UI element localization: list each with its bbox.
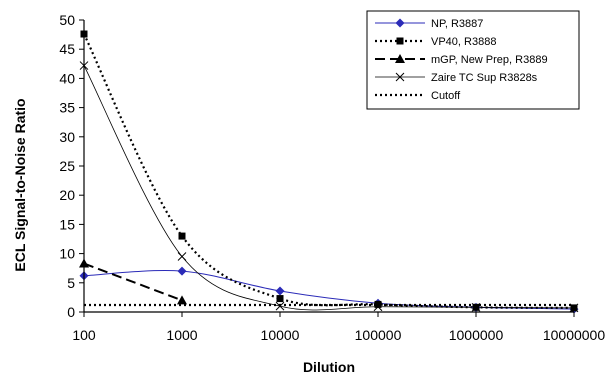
x-tick-label: 100000 [355,327,402,343]
legend-label-5: Cutoff [431,90,461,102]
data-point-1 [275,286,285,296]
y-tick-label: 0 [67,304,75,320]
legend-label-3: mGP, New Prep, R3889 [431,54,548,66]
data-point-2 [276,295,284,303]
legend-label-2: VP40, R3888 [431,36,496,48]
y-tick-label: 5 [67,275,75,291]
legend-label-1: NP, R3887 [431,18,483,30]
x-tick-label: 10000000 [543,327,605,343]
y-tick-label: 20 [59,187,75,203]
legend-marker-2 [396,37,404,45]
x-tick-label: 1000000 [449,327,504,343]
y-tick-label: 30 [59,129,75,145]
legend-label-4: Zaire TC Sup R3828s [431,72,538,84]
y-tick-label: 40 [59,70,75,86]
series-line-1 [83,270,575,310]
y-tick-label: 25 [59,158,75,174]
legend-marker-1 [395,18,405,28]
y-tick-label: 35 [59,100,75,116]
legend-marker-3 [395,54,405,63]
data-point-4 [373,302,383,312]
y-tick-label: 50 [59,12,75,28]
data-point-4 [177,252,187,261]
data-point-4 [275,301,285,311]
legend-marker-4 [395,72,405,82]
series-line-3 [83,262,183,302]
y-tick-label: 10 [59,246,75,262]
data-point-3 [177,295,187,305]
y-axis-title: ECL Signal-to-Noise Ratio [12,98,28,271]
data-point-2 [374,300,382,308]
data-point-4 [471,302,481,312]
x-axis-title: Dilution [303,359,355,375]
data-point-2 [178,232,186,240]
y-tick-label: 45 [59,41,75,57]
data-point-1 [177,266,187,276]
axes: 0 5 10 15 20 25 30 35 40 45 50 100 1000 10000 100000 10… [59,12,605,343]
x-tick-label: 1000 [166,327,197,343]
legend: NP, R3887 VP40, R3888 mGP, New Prep, R3889… [366,10,580,110]
y-tick-label: 15 [59,216,75,232]
data-point-4 [569,303,579,313]
x-tick-label: 100 [72,327,96,343]
x-tick-label: 10000 [261,327,300,343]
